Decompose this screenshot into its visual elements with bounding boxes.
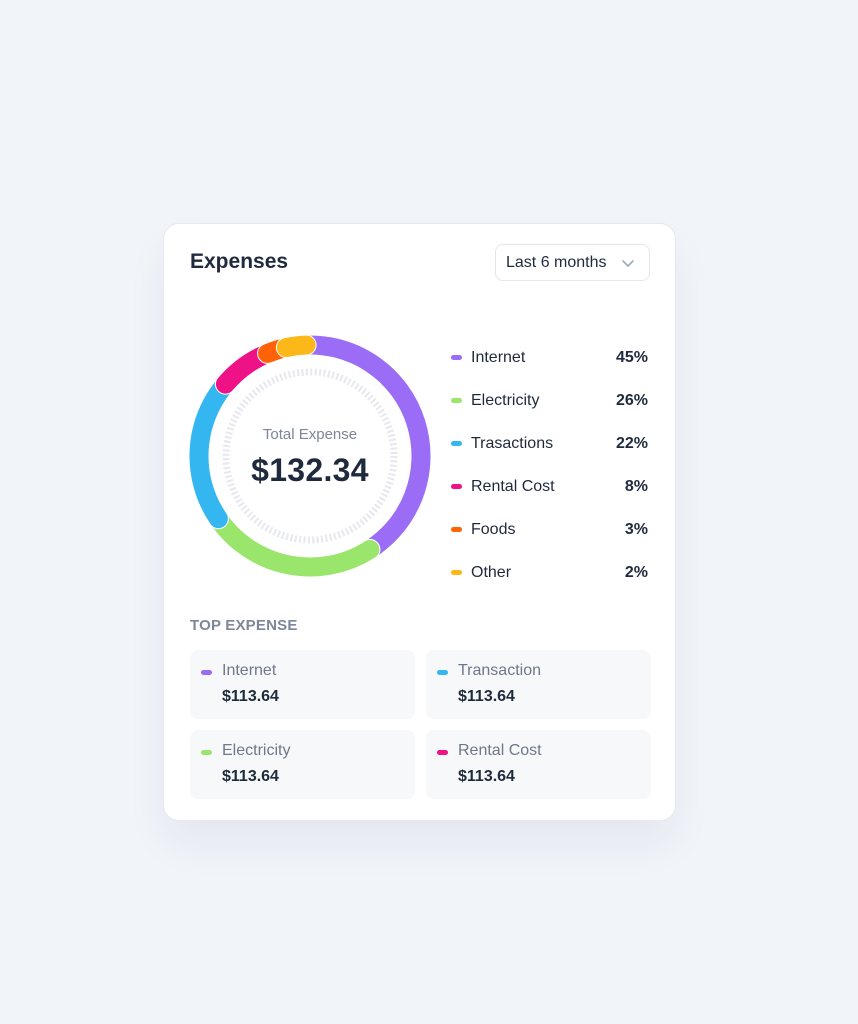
tile-label: Transaction <box>458 662 541 679</box>
donut-ring <box>188 334 432 578</box>
expenses-card: Expenses Last 6 months Total Expense $13… <box>163 223 676 821</box>
legend-item-rental-cost: Rental Cost 8% <box>451 465 648 508</box>
tile-color-dot <box>201 750 212 755</box>
legend-color-dot <box>451 527 462 532</box>
legend-item-transactions: Trasactions 22% <box>451 422 648 465</box>
legend-item-other: Other 2% <box>451 551 648 594</box>
legend-percent: 22% <box>615 434 648 452</box>
period-select-value: Last 6 months <box>506 253 607 271</box>
legend-percent: 26% <box>615 391 648 409</box>
chevron-down-icon <box>621 256 635 274</box>
tile-color-dot <box>201 670 212 675</box>
tile-label: Electricity <box>222 742 291 759</box>
legend-percent: 45% <box>615 348 648 366</box>
top-expense-tile-electricity[interactable]: Electricity $113.64 <box>190 730 415 799</box>
tile-amount: $113.64 <box>222 768 279 785</box>
legend-label: Electricity <box>471 391 540 409</box>
donut-segment-other <box>276 335 316 358</box>
legend-color-dot <box>451 441 462 446</box>
legend-item-electricity: Electricity 26% <box>451 379 648 422</box>
top-expense-tile-transaction[interactable]: Transaction $113.64 <box>426 650 651 719</box>
total-expense-label: Total Expense <box>262 426 358 443</box>
legend-color-dot <box>451 355 462 360</box>
tile-color-dot <box>437 670 448 675</box>
total-expense-value: $132.34 <box>251 452 369 488</box>
tile-amount: $113.64 <box>458 768 515 785</box>
legend-label: Internet <box>471 348 526 366</box>
legend-label: Other <box>471 563 512 581</box>
tile-label: Rental Cost <box>458 742 542 759</box>
tile-color-dot <box>437 750 448 755</box>
legend-color-dot <box>451 484 462 489</box>
top-expense-heading: TOP EXPENSE <box>190 617 298 634</box>
legend-item-internet: Internet 45% <box>451 336 648 379</box>
chart-legend: Internet 45% Electricity 26% Trasactions… <box>451 336 648 594</box>
legend-percent: 8% <box>624 477 648 495</box>
legend-item-foods: Foods 3% <box>451 508 648 551</box>
tile-label: Internet <box>222 662 277 679</box>
top-expense-grid: Internet $113.64 Transaction $113.64 Ele… <box>190 650 651 799</box>
legend-color-dot <box>451 398 462 403</box>
donut-segment-trasactions <box>189 369 240 529</box>
top-expense-tile-rental-cost[interactable]: Rental Cost $113.64 <box>426 730 651 799</box>
donut-segment-internet <box>289 335 431 563</box>
legend-label: Foods <box>471 520 516 538</box>
legend-label: Rental Cost <box>471 477 555 495</box>
tile-amount: $113.64 <box>222 688 279 705</box>
top-expense-tile-internet[interactable]: Internet $113.64 <box>190 650 415 719</box>
legend-percent: 3% <box>624 520 648 538</box>
tile-amount: $113.64 <box>458 688 515 705</box>
legend-color-dot <box>451 570 462 575</box>
card-title: Expenses <box>190 250 289 273</box>
donut-chart: Total Expense $132.34 <box>188 334 432 578</box>
legend-label: Trasactions <box>471 434 554 452</box>
donut-segment-electricity <box>205 503 380 577</box>
period-select[interactable]: Last 6 months <box>495 244 650 281</box>
legend-percent: 2% <box>624 563 648 581</box>
